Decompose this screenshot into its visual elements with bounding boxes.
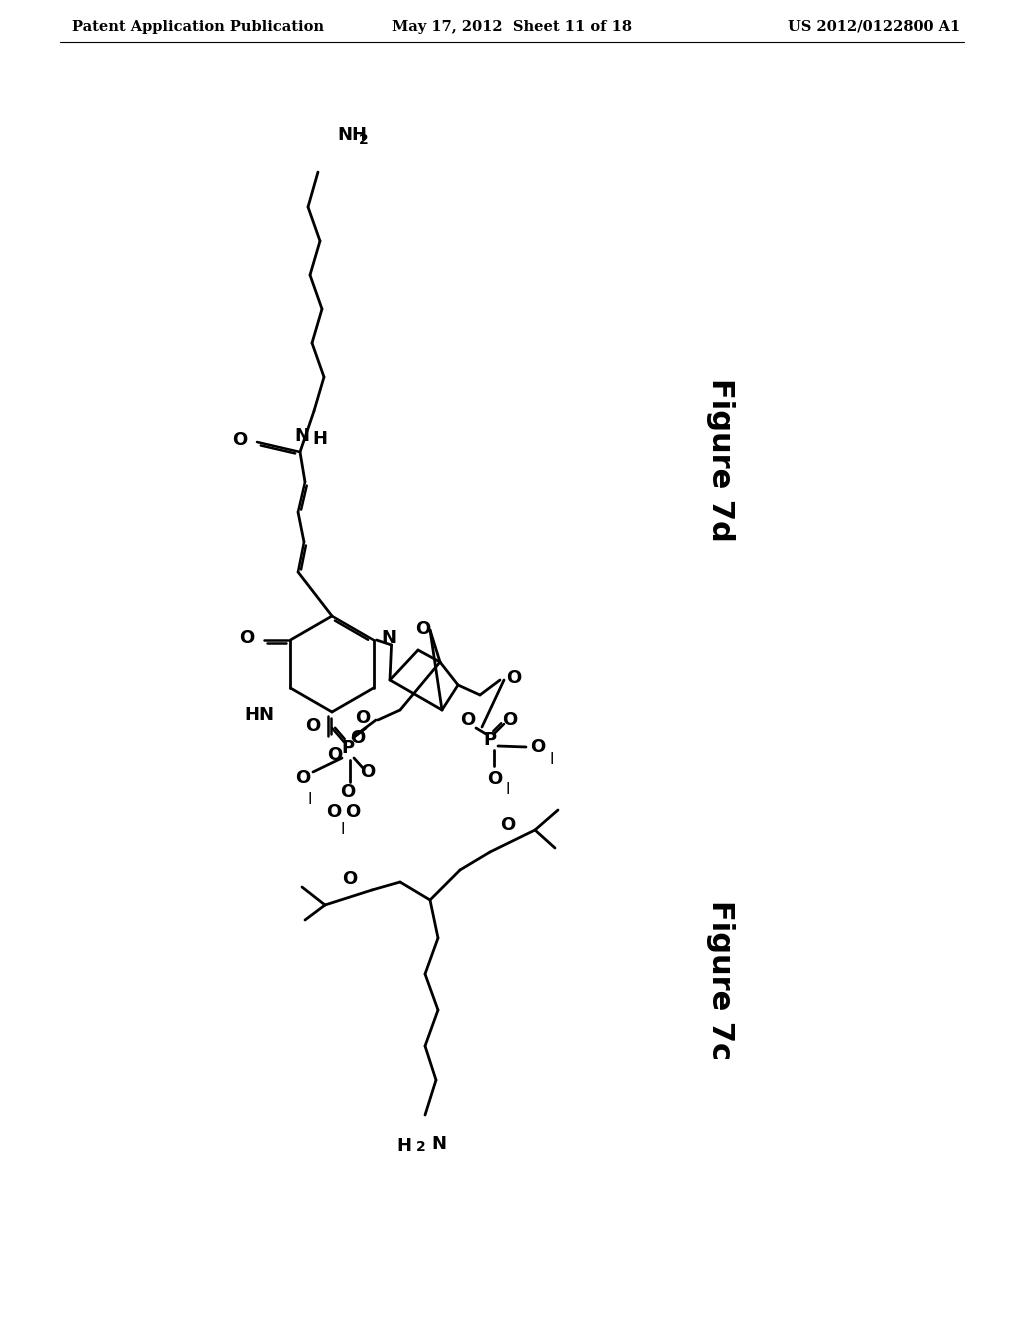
Text: Patent Application Publication: Patent Application Publication: [72, 20, 324, 34]
Text: O: O: [354, 709, 370, 727]
Text: H: H: [312, 430, 327, 447]
Text: O: O: [295, 770, 310, 787]
Text: N: N: [431, 1135, 446, 1152]
Text: I: I: [308, 792, 312, 808]
Text: O: O: [342, 870, 357, 888]
Text: HN: HN: [245, 706, 274, 723]
Text: O: O: [360, 763, 376, 781]
Text: NH: NH: [337, 125, 367, 144]
Text: O: O: [328, 746, 343, 764]
Text: O: O: [350, 729, 366, 747]
Text: 2: 2: [359, 133, 369, 147]
Text: O: O: [461, 711, 475, 729]
Text: O: O: [240, 630, 254, 647]
Text: Figure 7c: Figure 7c: [706, 900, 734, 1060]
Text: P: P: [483, 731, 497, 748]
Text: N: N: [382, 630, 396, 647]
Text: Figure 7d: Figure 7d: [706, 378, 734, 543]
Text: May 17, 2012  Sheet 11 of 18: May 17, 2012 Sheet 11 of 18: [392, 20, 632, 34]
Text: O: O: [416, 620, 431, 638]
Text: P: P: [341, 739, 354, 756]
Text: O: O: [305, 717, 319, 735]
Text: I: I: [550, 752, 554, 767]
Text: I: I: [341, 822, 345, 837]
Text: US 2012/0122800 A1: US 2012/0122800 A1: [787, 20, 961, 34]
Text: O: O: [340, 783, 355, 801]
Text: H: H: [396, 1137, 411, 1155]
Text: N: N: [295, 426, 309, 445]
Text: O: O: [501, 816, 516, 834]
Text: O: O: [487, 770, 503, 788]
Text: O: O: [503, 711, 517, 729]
Text: O: O: [231, 432, 247, 449]
Text: O: O: [506, 669, 521, 686]
Text: 2: 2: [416, 1140, 426, 1154]
Text: O: O: [345, 803, 360, 821]
Text: I: I: [506, 783, 510, 797]
Text: O: O: [327, 803, 342, 821]
Text: O: O: [530, 738, 545, 756]
